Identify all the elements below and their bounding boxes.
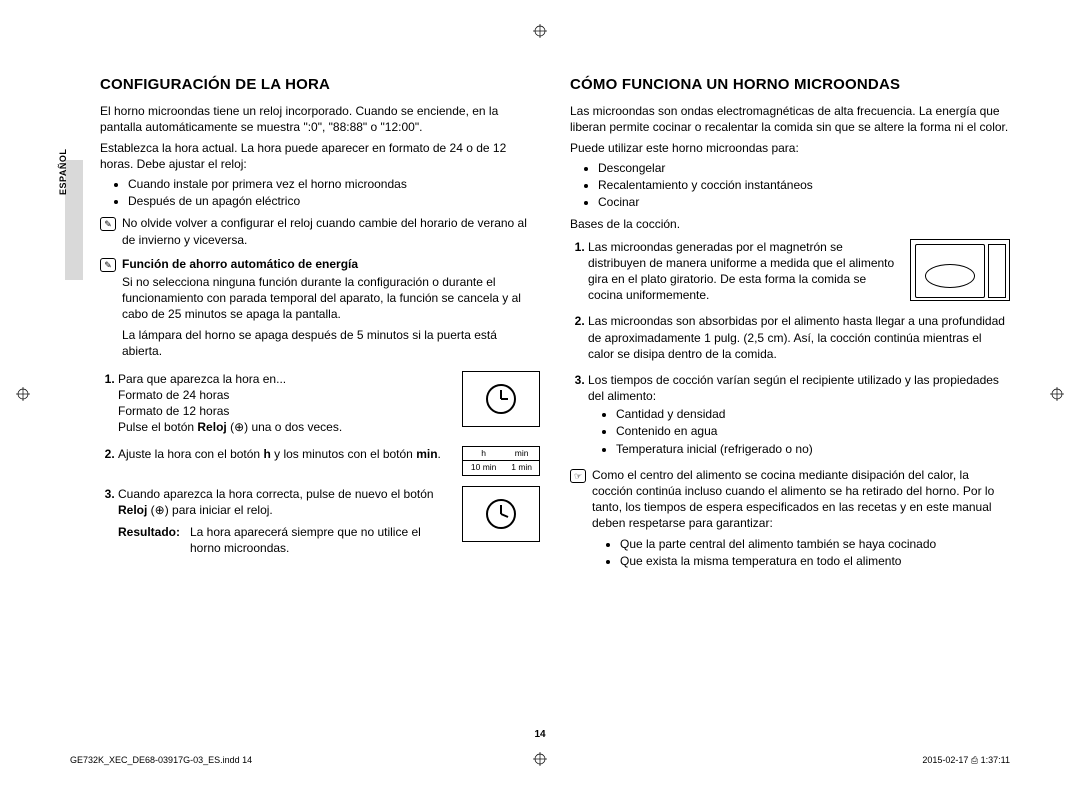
hmin-box: hmin 10 min1 min [462, 446, 540, 476]
result-row: Resultado: La hora aparecerá siempre que… [118, 524, 454, 556]
step-item: Los tiempos de cocción varían según el r… [588, 372, 1010, 457]
clock-icon-box [462, 371, 540, 427]
step-item: hmin 10 min1 min Ajuste la hora con el b… [118, 446, 540, 476]
steps-list: Para que aparezca la hora en... Formato … [100, 371, 540, 556]
right-column: CÓMO FUNCIONA UN HORNO MICROONDAS Las mi… [570, 75, 1010, 583]
step-text: Las microondas generadas por el magnetró… [588, 240, 894, 303]
registration-mark-icon [1050, 387, 1064, 401]
footer-timestamp: 2015-02-17 ⎙ 1:37:11 [922, 755, 1010, 766]
clock-icon [484, 382, 518, 416]
step-item: Las microondas generadas por el magnetró… [588, 239, 1010, 304]
list-item: Cuando instale por primera vez el horno … [128, 176, 540, 192]
note-text: No olvide volver a configurar el reloj c… [122, 215, 540, 247]
steps-list: Las microondas generadas por el magnetró… [570, 239, 1010, 457]
note-content: Como el centro del alimento se cocina me… [592, 467, 1010, 575]
list-item: Que la parte central del alimento tambié… [620, 536, 1010, 552]
table-cell: h [463, 447, 504, 461]
note-subheading: Función de ahorro automático de energía [122, 256, 540, 272]
list-item: Contenido en agua [616, 423, 1010, 439]
registration-mark-icon [16, 387, 30, 401]
list-item: Temperatura inicial (refrigerado o no) [616, 441, 1010, 457]
footer-filename: GE732K_XEC_DE68-03917G-03_ES.indd 14 [70, 755, 252, 766]
info-icon: ☞ [570, 469, 586, 483]
heading-microwave-principle: CÓMO FUNCIONA UN HORNO MICROONDAS [570, 75, 1010, 95]
note-block: ✎ No olvide volver a configurar el reloj… [100, 215, 540, 247]
list-item: Descongelar [598, 160, 1010, 176]
page-number: 14 [534, 729, 545, 740]
step-item: Para que aparezca la hora en... Formato … [118, 371, 540, 436]
list-item: Cocinar [598, 194, 1010, 210]
language-label: ESPAÑOL [58, 149, 68, 195]
footer: GE732K_XEC_DE68-03917G-03_ES.indd 14 201… [70, 755, 1010, 766]
note-block: ☞ Como el centro del alimento se cocina … [570, 467, 1010, 575]
manual-page: ESPAÑOL CONFIGURACIÓN DE LA HORA El horn… [0, 0, 1080, 788]
note-icon: ✎ [100, 217, 116, 231]
clock-icon-box [462, 486, 540, 542]
left-column: CONFIGURACIÓN DE LA HORA El horno microo… [100, 75, 540, 583]
microwave-diagram [910, 239, 1010, 301]
table-cell: min [504, 447, 539, 461]
table-cell: 10 min [463, 461, 504, 475]
step-item: Las microondas son absorbidas por el ali… [588, 313, 1010, 362]
body-text: Puede utilizar este horno microondas par… [570, 140, 1010, 156]
note-block: ✎ Función de ahorro automático de energí… [100, 256, 540, 363]
bullet-list: Cuando instale por primera vez el horno … [100, 176, 540, 209]
clock-icon [484, 497, 518, 531]
note-content: Función de ahorro automático de energía … [122, 256, 540, 363]
step-item: Cuando aparezca la hora correcta, pulse … [118, 486, 540, 557]
registration-mark-icon [533, 24, 547, 38]
body-text: La lámpara del horno se apaga después de… [122, 327, 540, 359]
list-item: Recalentamiento y cocción instantáneos [598, 177, 1010, 193]
result-text: La hora aparecerá siempre que no utilice… [190, 524, 454, 556]
bullet-list: Que la parte central del alimento tambié… [592, 536, 1010, 569]
result-label: Resultado: [118, 524, 184, 556]
body-text: El horno microondas tiene un reloj incor… [100, 103, 540, 135]
body-text: Establezca la hora actual. La hora puede… [100, 140, 540, 172]
list-item: Cantidad y densidad [616, 406, 1010, 422]
body-text: Las microondas son ondas electromagnétic… [570, 103, 1010, 135]
body-text: Bases de la cocción. [570, 216, 1010, 232]
bullet-list: Cantidad y densidad Contenido en agua Te… [588, 406, 1010, 457]
list-item: Después de un apagón eléctrico [128, 193, 540, 209]
note-text: Como el centro del alimento se cocina me… [592, 467, 1010, 532]
step-text: Los tiempos de cocción varían según el r… [588, 373, 999, 403]
bullet-list: Descongelar Recalentamiento y cocción in… [570, 160, 1010, 211]
list-item: Que exista la misma temperatura en todo … [620, 553, 1010, 569]
heading-clock-setup: CONFIGURACIÓN DE LA HORA [100, 75, 540, 95]
body-text: Si no selecciona ninguna función durante… [122, 274, 540, 323]
note-icon: ✎ [100, 258, 116, 272]
table-cell: 1 min [504, 461, 539, 475]
